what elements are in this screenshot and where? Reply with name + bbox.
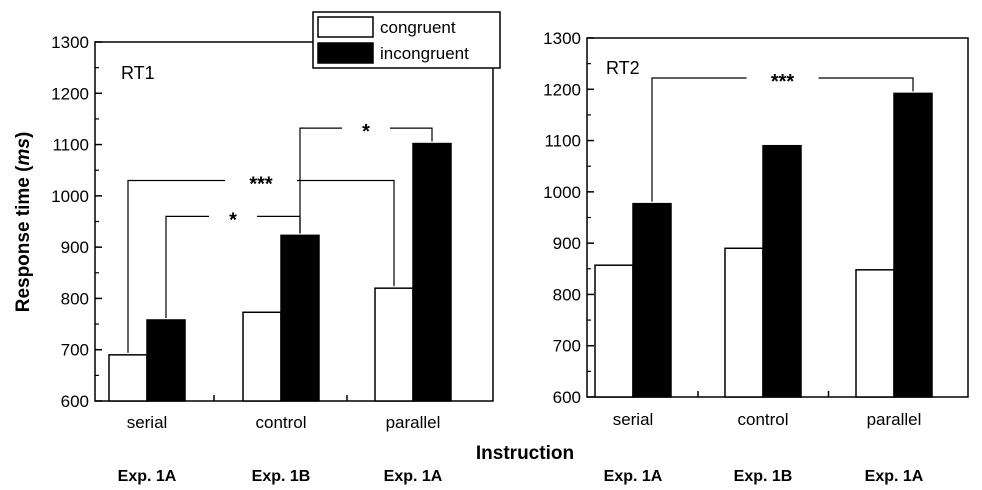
significance-label: * bbox=[229, 209, 237, 231]
y-tick-label: 1300 bbox=[51, 33, 89, 52]
y-tick-label: 1000 bbox=[543, 183, 581, 202]
bar-incongruent-control bbox=[280, 234, 320, 402]
bar-congruent-parallel bbox=[374, 287, 414, 402]
bar-incongruent-parallel bbox=[412, 142, 452, 402]
y-tick-label: 1000 bbox=[51, 187, 89, 206]
significance-bracket bbox=[299, 127, 433, 234]
y-tick-label: 1200 bbox=[543, 80, 581, 99]
significance-label: *** bbox=[771, 71, 795, 93]
bar-congruent-parallel bbox=[855, 269, 895, 398]
panel-rt1: 600 700 800 900 1000 1100 1200 1300 RT1 serial Exp… bbox=[51, 33, 494, 485]
panel-rt2: 600 700 800 900 1000 1100 1200 1300 RT2 serial Exp… bbox=[543, 29, 969, 485]
y-tick-label: 1100 bbox=[52, 136, 89, 155]
experiment-label: Exp. 1B bbox=[734, 468, 793, 485]
significance-bracket bbox=[165, 215, 301, 318]
bar-congruent-control bbox=[242, 311, 282, 402]
category-label: serial bbox=[613, 410, 654, 429]
category-label: parallel bbox=[386, 413, 441, 432]
significance-label: *** bbox=[249, 173, 273, 195]
legend: congruent incongruent bbox=[312, 11, 501, 69]
significance-bracket bbox=[127, 179, 395, 353]
legend-label-congruent: congruent bbox=[380, 18, 456, 37]
y-tick-label: 700 bbox=[61, 341, 89, 360]
legend-swatch-congruent bbox=[317, 16, 374, 38]
category-label: parallel bbox=[867, 410, 922, 429]
y-tick-label: 600 bbox=[553, 388, 581, 407]
panel-label: RT1 bbox=[121, 63, 155, 83]
bar-incongruent-control bbox=[762, 144, 802, 398]
y-tick-label: 700 bbox=[553, 337, 581, 356]
y-tick-label: 900 bbox=[61, 238, 89, 257]
experiment-label: Exp. 1A bbox=[118, 468, 177, 485]
legend-label-incongruent: incongruent bbox=[380, 44, 469, 63]
experiment-label: Exp. 1A bbox=[604, 468, 663, 485]
category-label: control bbox=[255, 413, 306, 432]
experiment-label: Exp. 1B bbox=[252, 468, 311, 485]
bar-incongruent-serial bbox=[146, 319, 186, 402]
y-tick-label: 1200 bbox=[51, 84, 89, 103]
bar-incongruent-serial bbox=[632, 202, 672, 398]
experiment-label: Exp. 1A bbox=[384, 468, 443, 485]
y-tick-label: 800 bbox=[553, 285, 581, 304]
y-tick-label: 900 bbox=[553, 234, 581, 253]
bar-congruent-serial bbox=[594, 264, 634, 398]
bar-congruent-control bbox=[724, 247, 764, 398]
y-tick-label: 600 bbox=[61, 392, 89, 411]
significance-bracket bbox=[651, 77, 914, 202]
y-tick-label: 1100 bbox=[544, 132, 581, 151]
y-tick-label: 1300 bbox=[543, 29, 581, 48]
y-axis-label: Response time (ms) bbox=[13, 132, 34, 313]
bar-congruent-serial bbox=[108, 354, 148, 402]
y-tick-label: 800 bbox=[61, 289, 89, 308]
x-axis-label: Instruction bbox=[476, 443, 574, 464]
experiment-label: Exp. 1A bbox=[865, 468, 924, 485]
bar-incongruent-parallel bbox=[893, 92, 933, 398]
significance-label: * bbox=[362, 121, 370, 143]
category-label: control bbox=[737, 410, 788, 429]
category-label: serial bbox=[127, 413, 168, 432]
panel-label: RT2 bbox=[606, 58, 640, 78]
legend-swatch-incongruent bbox=[317, 42, 374, 64]
